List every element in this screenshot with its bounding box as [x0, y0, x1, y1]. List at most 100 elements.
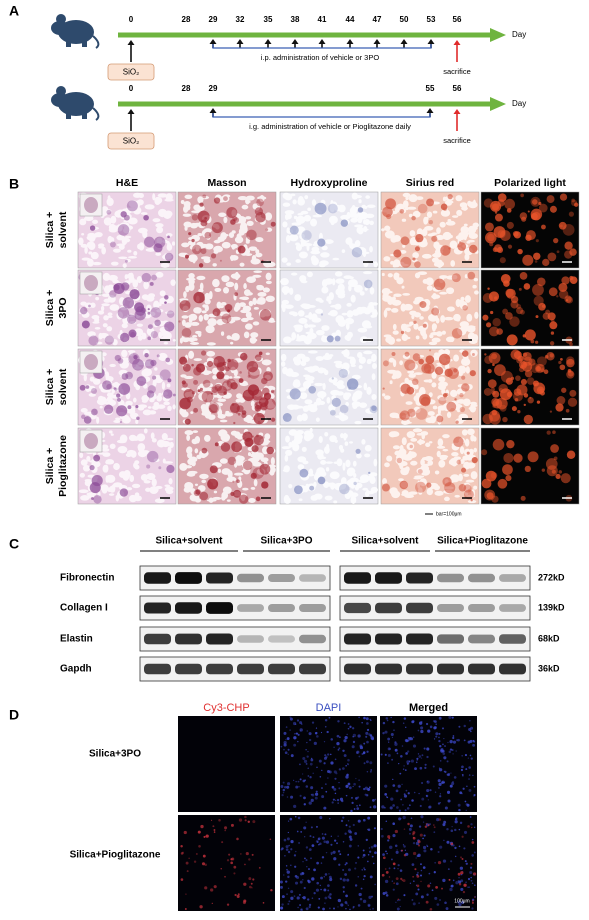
fluorescence-signal — [458, 828, 461, 831]
fluorescence-signal — [394, 741, 397, 744]
fluorescence-signal — [429, 907, 433, 911]
tissue-dense — [334, 335, 341, 342]
tissue-alveolus — [230, 273, 241, 279]
tissue-alveolus — [324, 431, 329, 437]
tissue-alveolus — [88, 251, 93, 255]
fluorescence-signal — [442, 859, 447, 863]
tissue-alveolus — [281, 446, 291, 450]
fluorescence-signal — [349, 830, 353, 834]
tissue-dense — [453, 368, 458, 373]
tissue-dense — [485, 322, 492, 328]
fluorescence-signal — [285, 880, 288, 883]
fluorescence-signal — [242, 900, 246, 905]
tissue-alveolus — [266, 261, 276, 268]
fluorescence-signal — [461, 900, 465, 905]
fluorescence-signal — [460, 879, 464, 883]
fluorescence-signal — [237, 893, 240, 896]
tissue-dense — [331, 397, 341, 407]
tissue-alveolus — [141, 399, 148, 403]
tissue-dense — [462, 305, 468, 311]
tissue-alveolus — [383, 309, 388, 318]
tissue-alveolus — [107, 312, 113, 317]
fluorescence-signal — [303, 796, 306, 800]
tissue-alveolus — [295, 405, 304, 409]
blot-band — [206, 572, 233, 584]
tissue-alveolus — [346, 356, 355, 359]
tissue-alveolus — [214, 287, 222, 292]
tissue-alveolus — [100, 305, 105, 312]
tissue-alveolus — [449, 240, 458, 249]
fluorescence-signal — [366, 722, 369, 725]
tissue-alveolus — [300, 242, 305, 247]
tissue-alveolus — [183, 486, 192, 493]
tissue-alveolus — [108, 493, 115, 496]
tissue-alveolus — [394, 207, 400, 213]
tissue-alveolus — [326, 482, 337, 487]
fluorescence-signal — [458, 883, 462, 886]
tissue-dense — [522, 352, 532, 361]
fluorescence-signal — [399, 899, 401, 901]
fluorescence-signal — [422, 821, 425, 823]
tissue-alveolus — [431, 382, 437, 388]
fluorescence-signal — [306, 755, 309, 758]
tissue-alveolus — [465, 479, 475, 483]
fluorescence-signal — [382, 721, 386, 725]
fluorescence-signal — [396, 752, 399, 755]
tissue-alveolus — [369, 220, 374, 226]
fluorescence-signal — [344, 901, 348, 904]
tissue-dense — [515, 375, 521, 382]
tissue-alveolus — [454, 494, 460, 498]
tissue-alveolus — [101, 444, 109, 449]
tissue-alveolus — [146, 473, 156, 481]
fluorescence-signal — [343, 754, 347, 758]
tissue-alveolus — [241, 469, 250, 473]
tissue-alveolus — [440, 209, 451, 217]
fluorescence-signal — [416, 854, 419, 858]
tissue-alveolus — [332, 278, 336, 286]
tissue-dense — [381, 483, 390, 492]
tissue-alveolus — [252, 274, 262, 278]
fluorescence-signal — [318, 759, 322, 763]
tissue-alveolus — [264, 212, 273, 221]
tissue-alveolus — [78, 237, 84, 246]
fluorescence-signal — [289, 817, 293, 821]
band-size: 139kD — [538, 602, 565, 612]
tissue-alveolus — [285, 370, 296, 377]
tissue-alveolus — [431, 371, 437, 379]
fluorescence-signal — [461, 792, 463, 795]
tissue-dense — [447, 194, 453, 200]
tissue-dense — [143, 214, 149, 221]
tissue-alveolus — [404, 377, 410, 385]
tissue-dense — [490, 387, 495, 392]
tissue-dense — [385, 198, 396, 210]
fluorescence-signal — [345, 784, 349, 788]
day-label: 35 — [264, 15, 273, 24]
fluorescence-signal — [183, 830, 187, 835]
tissue-alveolus — [108, 274, 118, 281]
tissue-alveolus — [474, 311, 479, 319]
tissue-dense — [346, 378, 359, 390]
tissue-alveolus — [202, 304, 207, 308]
tissue-alveolus — [358, 364, 363, 369]
tissue-dense — [436, 415, 444, 423]
tissue-alveolus — [345, 490, 354, 495]
fluorescence-signal — [454, 820, 458, 824]
tissue-alveolus — [369, 246, 373, 253]
tissue-dense — [489, 413, 501, 425]
fluorescence-signal — [300, 831, 303, 833]
tissue-dense — [270, 221, 276, 227]
tissue-alveolus — [132, 436, 140, 441]
tissue-alveolus — [203, 257, 211, 264]
fluorescence-signal — [337, 850, 341, 853]
tissue-alveolus — [79, 472, 86, 478]
fluorescence-signal — [347, 723, 350, 725]
tissue-alveolus — [346, 310, 354, 318]
tissue-dense — [537, 356, 547, 367]
tissue-alveolus — [87, 232, 96, 238]
panel-label: A — [9, 3, 19, 19]
tissue-dense — [164, 321, 175, 332]
tissue-alveolus — [207, 318, 217, 327]
inset-lung — [84, 197, 98, 213]
tissue-alveolus — [208, 497, 214, 503]
tissue-dense — [217, 385, 228, 396]
